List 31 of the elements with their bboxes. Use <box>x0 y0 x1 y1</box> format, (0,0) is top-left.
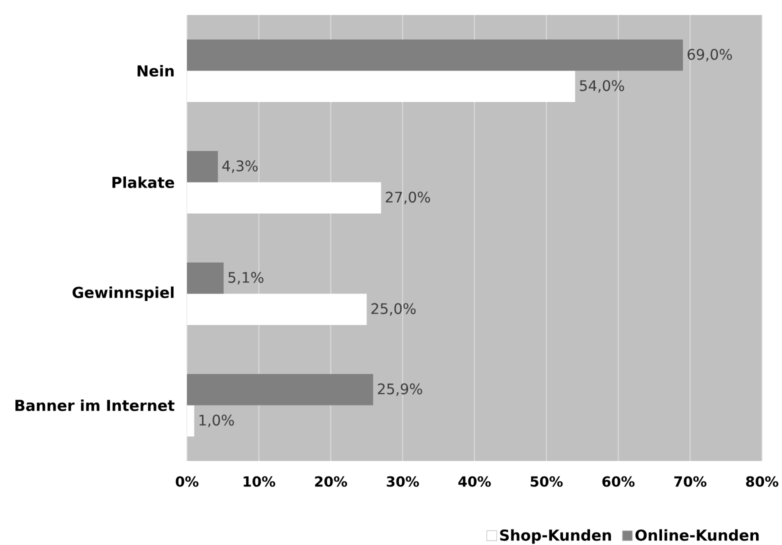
data-label: 4,3% <box>222 160 258 173</box>
x-tick-label: 10% <box>244 476 276 487</box>
legend-label: Online-Kunden <box>635 529 759 541</box>
x-tick-label: 40% <box>458 476 491 487</box>
bar <box>187 182 382 214</box>
y-tick-label: Gewinnspiel <box>72 286 174 302</box>
x-tick-label: 80% <box>746 476 778 487</box>
bar <box>187 262 224 294</box>
bar <box>187 405 194 436</box>
x-tick-label: 30% <box>386 476 419 487</box>
bar <box>187 70 576 102</box>
x-tick-label: 50% <box>530 476 563 487</box>
y-tick-label: Plakate <box>112 176 174 188</box>
data-label: 54,0% <box>580 80 624 93</box>
data-label: 25,9% <box>378 383 422 396</box>
y-tick-label: Nein <box>138 64 174 77</box>
x-tick-label: 70% <box>674 476 706 487</box>
bar <box>187 151 218 182</box>
y-tick-label: Banner im Internet <box>15 399 174 412</box>
x-tick-label: 0% <box>176 476 198 487</box>
bar <box>187 40 683 71</box>
data-label: 27,0% <box>386 192 430 204</box>
bar <box>187 374 374 406</box>
bar <box>187 294 367 325</box>
legend-label: Shop-Kunden <box>500 529 611 544</box>
data-label: 69,0% <box>688 48 732 62</box>
data-label: 25,0% <box>371 303 416 316</box>
x-tick-label: 60% <box>602 476 635 487</box>
x-tick-label: 20% <box>315 476 348 487</box>
data-label: 5,1% <box>228 272 264 284</box>
data-label: 1,0% <box>199 414 234 428</box>
